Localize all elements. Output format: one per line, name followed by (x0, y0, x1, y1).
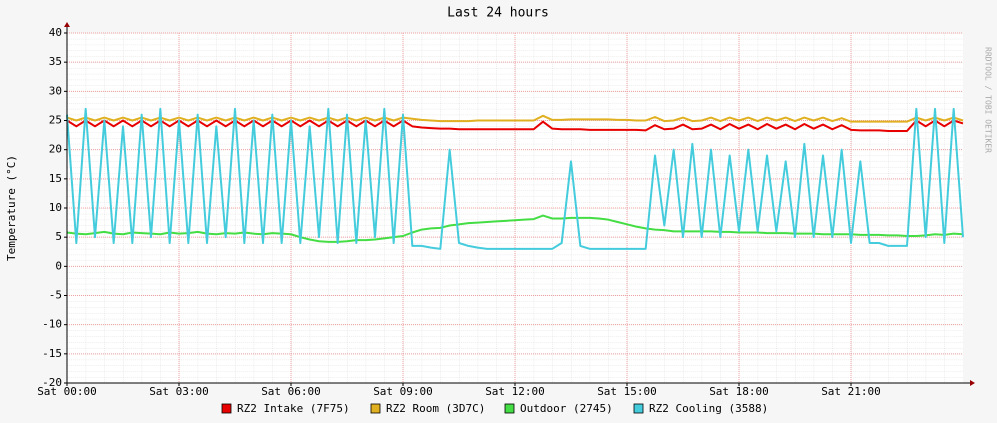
x-tick-label: Sat 18:00 (709, 385, 769, 398)
legend-swatch (504, 403, 515, 414)
x-tick-label: Sat 21:00 (821, 385, 881, 398)
legend-label: Outdoor (2745) (520, 402, 613, 415)
series-line (66, 119, 964, 132)
x-tick-label: Sat 12:00 (485, 385, 545, 398)
y-tick-label: 0 (55, 259, 62, 272)
x-tick-label: Sat 03:00 (149, 385, 209, 398)
y-tick-label: -5 (49, 289, 62, 302)
y-tick-label: -10 (42, 318, 62, 331)
y-tick-label: 20 (49, 143, 62, 156)
legend-label: RZ2 Intake (7F75) (237, 402, 350, 415)
legend-swatch (221, 403, 232, 414)
legend-swatch (633, 403, 644, 414)
y-tick-label: -15 (42, 347, 62, 360)
series-line (66, 114, 964, 123)
legend: RZ2 Intake (7F75) RZ2 Room (3D7C) Outdoor … (221, 402, 768, 415)
y-tick-label: 5 (55, 230, 62, 243)
legend-swatch (370, 403, 381, 414)
y-tick-label: 35 (49, 55, 62, 68)
y-tick-label: -20 (42, 376, 62, 389)
x-tick-label: Sat 09:00 (373, 385, 433, 398)
x-tick-label: Sat 15:00 (597, 385, 657, 398)
x-arrow (970, 380, 975, 386)
x-tick-label: Sat 00:00 (37, 385, 97, 398)
y-tick-label: 30 (49, 84, 62, 97)
y-tick-label: 25 (49, 114, 62, 127)
y-tick-label: 10 (49, 201, 62, 214)
y-axis-label: Temperature (°C) (5, 155, 18, 261)
chart-title: Last 24 hours (447, 6, 549, 21)
y-arrow (64, 22, 70, 27)
y-tick-label: 15 (49, 172, 62, 185)
legend-label: RZ2 Cooling (3588) (649, 402, 768, 415)
series-line (66, 107, 964, 250)
watermark: RRDTOOL / TOBI OETIKER (984, 47, 993, 153)
y-tick-label: 40 (49, 26, 62, 39)
x-tick-label: Sat 06:00 (261, 385, 321, 398)
legend-label: RZ2 Room (3D7C) (386, 402, 485, 415)
plot-lines (66, 107, 964, 250)
